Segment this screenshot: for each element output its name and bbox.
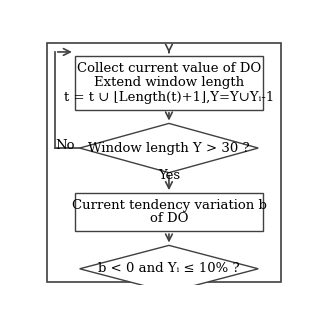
Text: t = t ∪ ⌊Length(t)+1⌋,Y=Y∪Yᵢ-1: t = t ∪ ⌊Length(t)+1⌋,Y=Y∪Yᵢ-1 [64,91,274,103]
Text: Extend window length: Extend window length [94,76,244,89]
Text: Collect current value of DO: Collect current value of DO [77,62,261,75]
Text: of DO: of DO [150,212,188,225]
Text: Current tendency variation b: Current tendency variation b [72,199,266,212]
Text: No: No [55,139,75,152]
Text: Yes: Yes [158,169,180,182]
Text: Window length Y > 30 ?: Window length Y > 30 ? [88,141,250,155]
Polygon shape [80,245,258,292]
Bar [75,193,263,231]
Text: b < 0 and Yᵢ ≤ 10% ?: b < 0 and Yᵢ ≤ 10% ? [98,262,240,275]
Bar [75,56,263,110]
Polygon shape [80,124,258,173]
